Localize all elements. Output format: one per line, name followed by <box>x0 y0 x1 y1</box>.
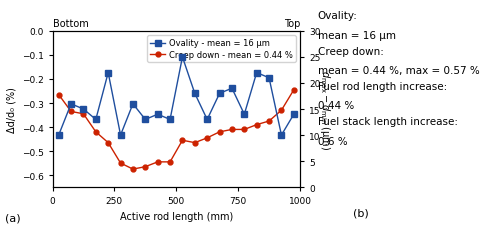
Creep down - mean = 0.44 % <box>254 124 260 126</box>
Ovality - mean = 16 μm <box>93 118 99 121</box>
Creep down - mean = 0.44 % <box>93 131 99 134</box>
Ovality - mean = 16 μm <box>229 87 235 90</box>
Ovality - mean = 16 μm <box>242 113 248 116</box>
Creep down - mean = 0.44 % <box>130 168 136 171</box>
Text: (a): (a) <box>5 212 20 222</box>
Creep down - mean = 0.44 % <box>204 137 210 140</box>
Ovality - mean = 16 μm <box>105 72 111 75</box>
Text: mean = 16 μm: mean = 16 μm <box>318 31 396 41</box>
Creep down - mean = 0.44 % <box>229 128 235 131</box>
Creep down - mean = 0.44 % <box>192 142 198 144</box>
Text: 0.6 %: 0.6 % <box>318 136 347 146</box>
Ovality - mean = 16 μm <box>192 93 198 95</box>
Ovality - mean = 16 μm <box>216 93 222 95</box>
Text: 0.44 %: 0.44 % <box>318 101 354 111</box>
Creep down - mean = 0.44 % <box>105 142 111 144</box>
Ovality - mean = 16 μm <box>266 77 272 80</box>
Creep down - mean = 0.44 % <box>118 162 124 165</box>
Ovality - mean = 16 μm <box>68 103 74 106</box>
Creep down - mean = 0.44 % <box>56 94 62 96</box>
Ovality - mean = 16 μm <box>130 103 136 106</box>
Ovality - mean = 16 μm <box>142 118 148 121</box>
Line: Ovality - mean = 16 μm: Ovality - mean = 16 μm <box>56 55 296 138</box>
Ovality - mean = 16 μm <box>118 134 124 137</box>
Creep down - mean = 0.44 % <box>266 120 272 123</box>
Ovality - mean = 16 μm <box>56 134 62 137</box>
Creep down - mean = 0.44 % <box>216 131 222 134</box>
Text: (b): (b) <box>352 208 368 218</box>
Text: Bottom: Bottom <box>52 19 88 29</box>
Text: Fuel rod length increase:: Fuel rod length increase: <box>318 82 447 92</box>
Y-axis label: Δd/d₀ (%): Δd/d₀ (%) <box>6 87 16 132</box>
Ovality - mean = 16 μm <box>254 72 260 75</box>
Line: Creep down - mean = 0.44 %: Creep down - mean = 0.44 % <box>56 88 296 172</box>
Creep down - mean = 0.44 % <box>167 161 173 163</box>
Creep down - mean = 0.44 % <box>291 89 297 92</box>
Text: mean = 0.44 %, max = 0.57 %: mean = 0.44 %, max = 0.57 % <box>318 66 479 76</box>
Ovality - mean = 16 μm <box>291 113 297 116</box>
Ovality - mean = 16 μm <box>167 118 173 121</box>
Ovality - mean = 16 μm <box>154 113 160 116</box>
Creep down - mean = 0.44 % <box>68 111 74 113</box>
Y-axis label: $d_{\mathrm{max}} - d_{\mathrm{min}}$ (μm): $d_{\mathrm{max}} - d_{\mathrm{min}}$ (μ… <box>318 70 332 149</box>
Text: Top: Top <box>284 19 300 29</box>
Creep down - mean = 0.44 % <box>242 128 248 131</box>
Ovality - mean = 16 μm <box>278 134 284 137</box>
Text: Ovality:: Ovality: <box>318 11 358 21</box>
Text: Fuel stack length increase:: Fuel stack length increase: <box>318 117 458 127</box>
Ovality - mean = 16 μm <box>80 108 86 111</box>
Legend: Ovality - mean = 16 μm, Creep down - mean = 0.44 %: Ovality - mean = 16 μm, Creep down - mea… <box>147 36 296 63</box>
X-axis label: Active rod length (mm): Active rod length (mm) <box>120 211 233 221</box>
Creep down - mean = 0.44 % <box>154 161 160 163</box>
Ovality - mean = 16 μm <box>204 118 210 121</box>
Creep down - mean = 0.44 % <box>80 113 86 116</box>
Creep down - mean = 0.44 % <box>142 165 148 168</box>
Ovality - mean = 16 μm <box>180 56 186 59</box>
Creep down - mean = 0.44 % <box>278 109 284 112</box>
Creep down - mean = 0.44 % <box>180 139 186 142</box>
Text: Creep down:: Creep down: <box>318 47 384 57</box>
